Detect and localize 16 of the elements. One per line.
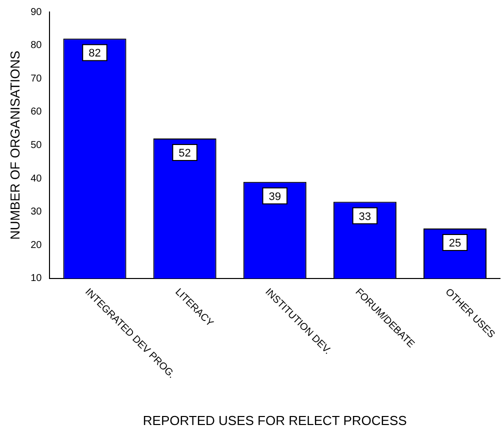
y-tick-label: 40 — [30, 173, 42, 184]
y-tick-label: 60 — [30, 106, 42, 118]
y-tick-label: 20 — [30, 240, 42, 251]
data-label: 39 — [268, 190, 281, 203]
data-label: 33 — [358, 210, 372, 223]
y-tick-label: 90 — [30, 6, 42, 18]
y-tick-label: 70 — [30, 73, 42, 84]
y-tick-label: 10 — [30, 273, 42, 284]
data-label: 25 — [448, 237, 462, 250]
y-tick-label: 30 — [30, 206, 42, 218]
y-tick-label: 80 — [30, 40, 42, 52]
y-tick-label: 50 — [30, 140, 42, 151]
data-label: 82 — [88, 48, 101, 60]
x-axis-title: REPORTED USES FOR RELECT PROCESS — [142, 412, 408, 428]
y-axis-title: NUMBER OF ORGANISATIONS — [7, 50, 22, 240]
data-label: 52 — [178, 148, 191, 160]
